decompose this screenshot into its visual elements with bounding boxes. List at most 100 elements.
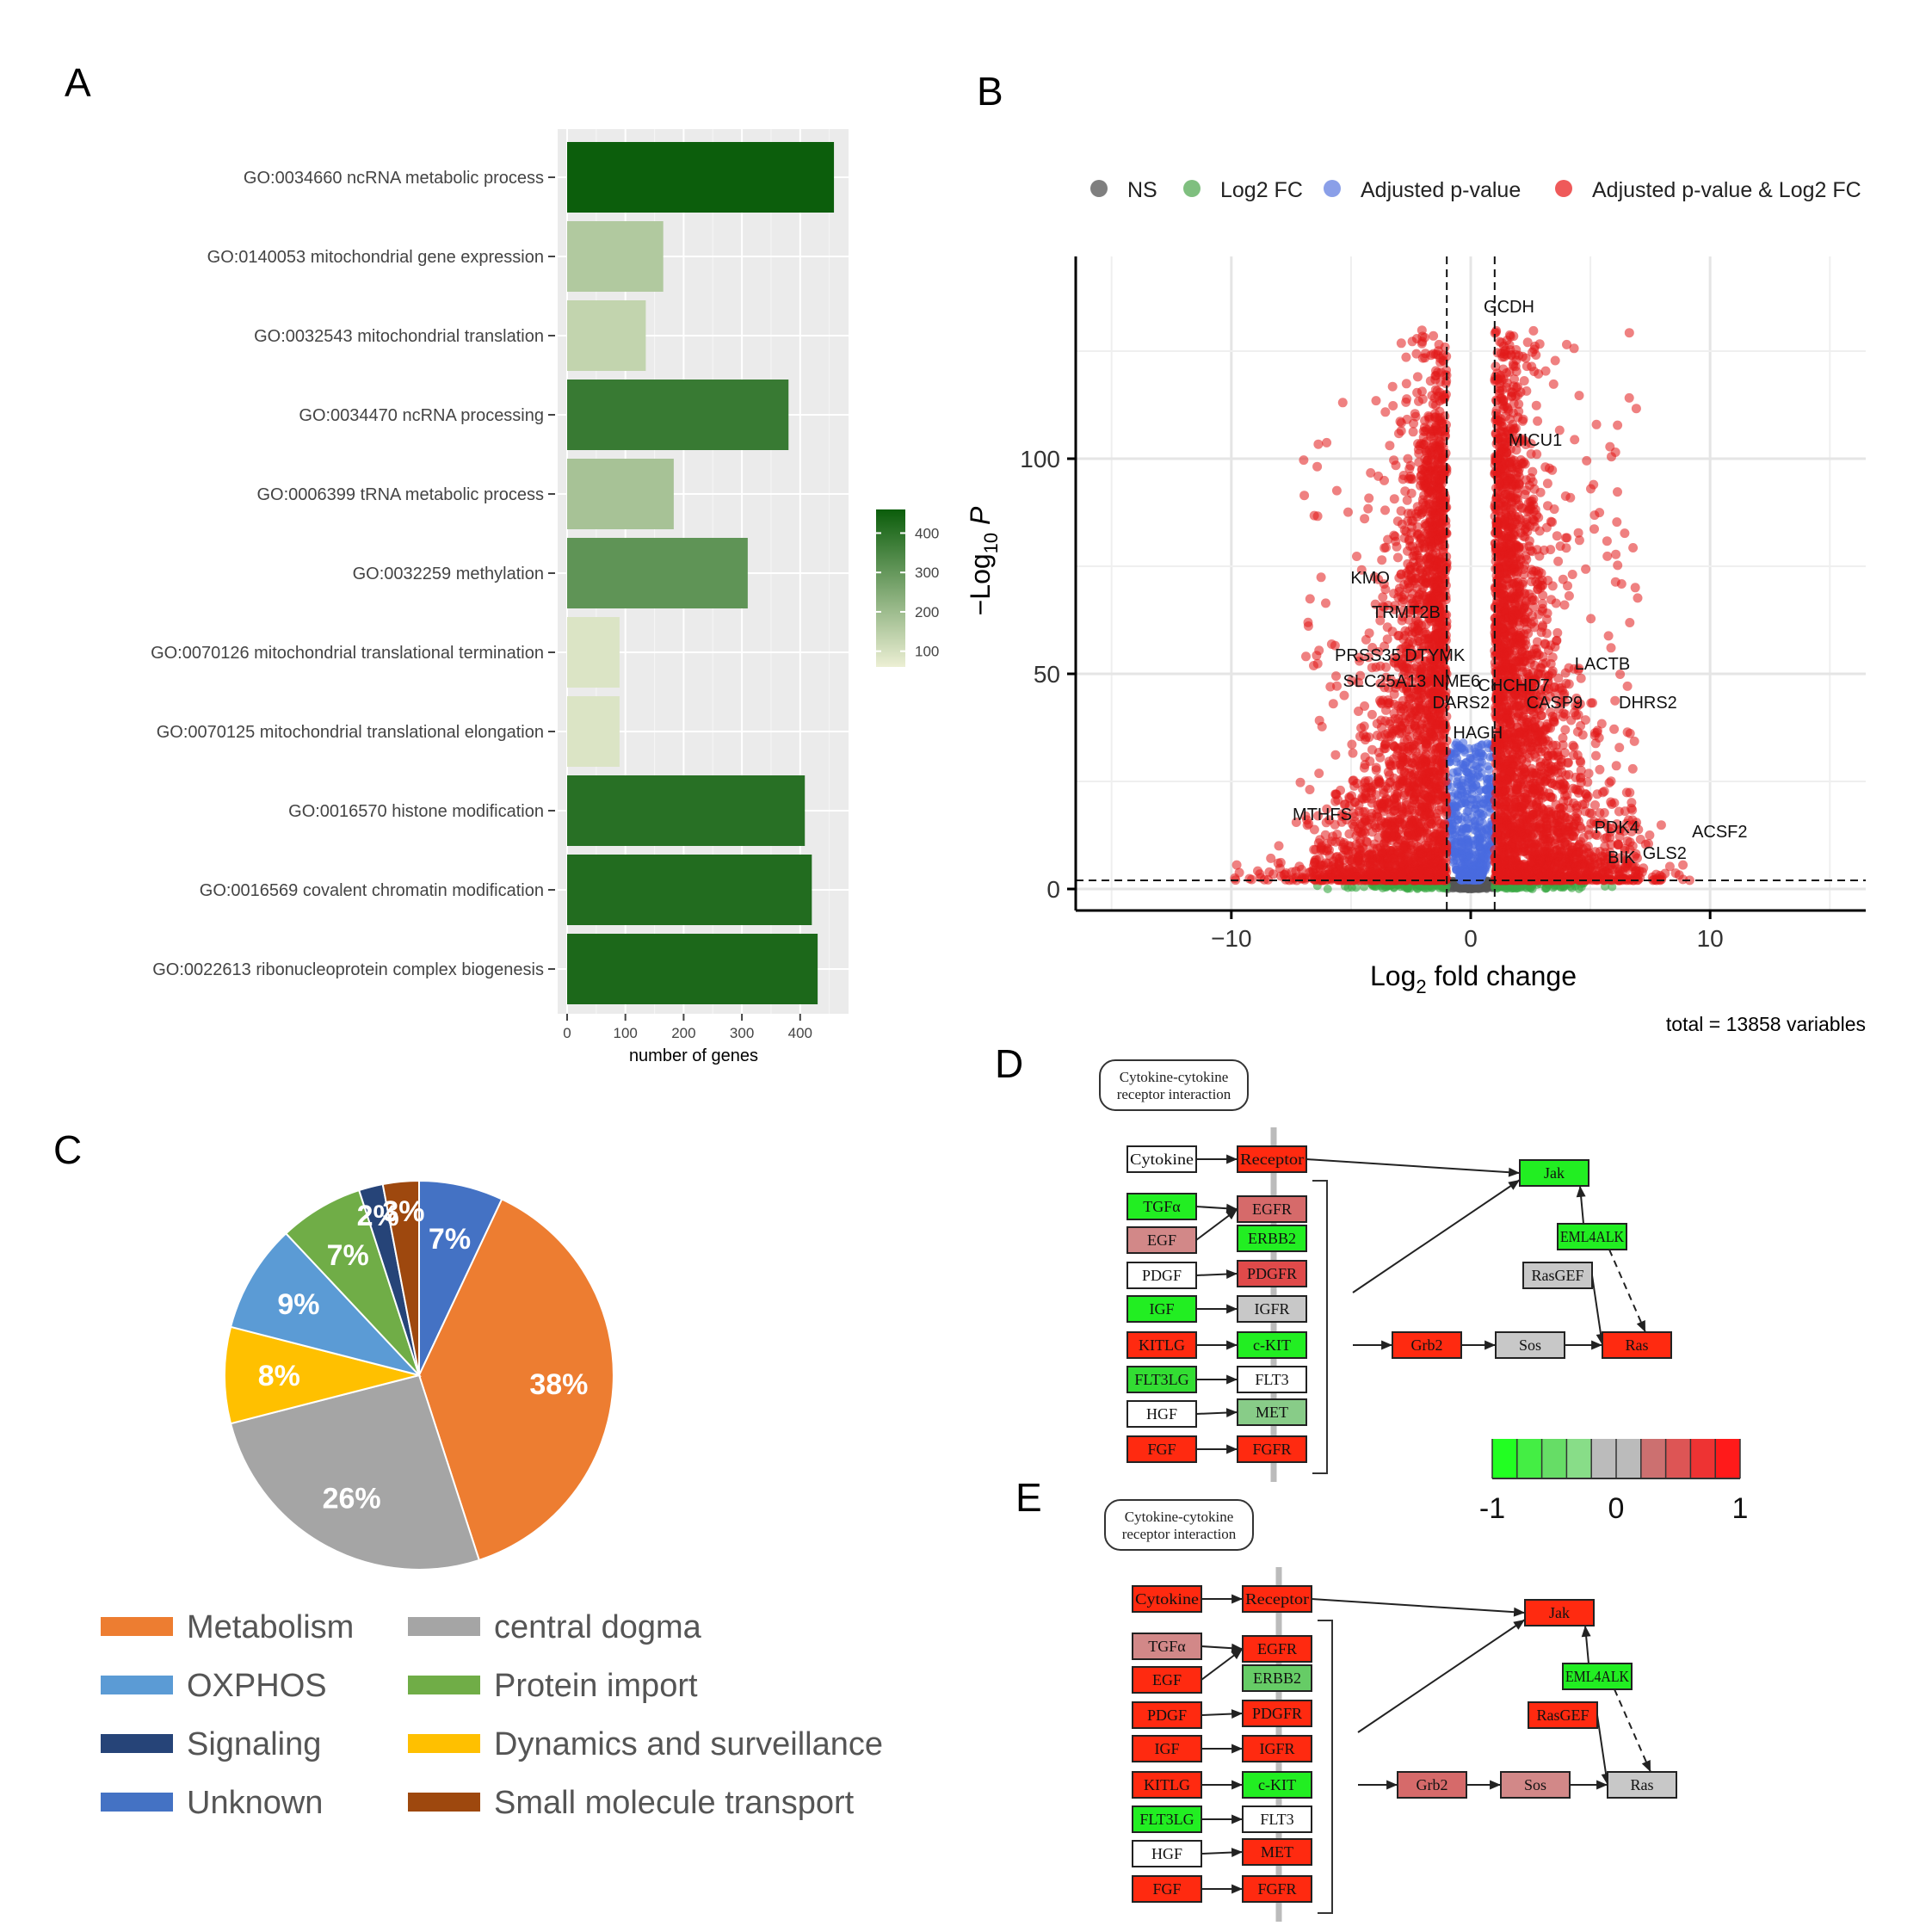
data-point [1514,406,1524,417]
data-point [1354,652,1364,663]
x-axis-label: number of genes [629,1046,758,1065]
data-point [1540,366,1551,376]
data-point [1468,766,1478,775]
data-point [1626,798,1637,808]
category-label: GO:0032543 mitochondrial translation [254,327,544,346]
data-point [1478,740,1487,750]
data-point [1566,715,1577,725]
data-point [1540,462,1551,472]
data-point [1370,599,1380,609]
data-point [1539,545,1549,555]
data-point [1337,398,1348,408]
data-point [1603,631,1614,641]
data-point [1629,736,1639,746]
legend-marker [1555,180,1572,197]
panel-label-b: B [977,69,1003,114]
data-point [1326,639,1336,649]
data-point [1552,531,1562,541]
data-point [1542,478,1552,489]
data-point [1478,827,1487,836]
data-point [1606,643,1616,653]
bar [567,300,646,371]
data-point [1611,761,1621,771]
data-point [1412,387,1423,398]
data-point [1300,811,1311,821]
data-point [1230,873,1240,883]
data-point [1611,549,1621,559]
data-point [1590,800,1600,810]
data-point [1624,392,1634,403]
data-point [1378,592,1388,602]
data-point [1635,834,1645,844]
data-point [1591,419,1602,429]
data-point [1583,768,1594,779]
data-point [1574,535,1584,546]
data-point [1606,776,1616,787]
panel-a-bar-chart: GO:0034660 ncRNA metabolic processGO:014… [151,129,939,1065]
data-point [1448,830,1458,839]
bar [567,380,789,450]
data-point [1429,330,1439,341]
data-point [1534,369,1544,379]
data-point [1402,414,1412,424]
data-point [1613,487,1622,497]
data-point [1491,361,1501,372]
data-point [1322,804,1332,814]
data-point [1367,709,1377,719]
data-point [1477,846,1486,855]
bar [567,459,674,529]
data-point [1555,541,1565,552]
data-point [1332,681,1342,691]
data-point [1305,594,1315,604]
data-point [1387,381,1398,392]
x-tick-label: 400 [788,1025,812,1041]
data-point [1503,404,1513,414]
data-point [1314,768,1324,779]
bar [567,142,835,213]
data-point [1385,441,1395,451]
data-point [1559,600,1570,610]
points [1230,325,1694,893]
data-point [1356,565,1367,575]
data-point [1482,786,1491,795]
data-point [1472,781,1481,790]
data-point [1412,372,1423,382]
bar [567,855,812,925]
data-point [1574,391,1584,401]
legend-label: Log2 FC [1220,178,1303,202]
data-point [1461,826,1471,836]
data-point [1396,338,1406,349]
data-point [1470,744,1479,753]
data-point [1478,838,1487,848]
data-point [1435,818,1446,829]
data-point [1304,818,1314,829]
data-point [1607,452,1616,462]
data-point [1454,849,1464,858]
data-point [1366,468,1376,478]
category-label: GO:0140053 mitochondrial gene expression [207,248,544,267]
x-tick-label: 100 [614,1025,638,1041]
data-point [1380,407,1391,417]
data-point [1363,652,1373,663]
data-point [1313,811,1323,821]
x-tick-labels: 0 100 200 300 400 [563,1014,812,1041]
data-point [1476,867,1485,876]
data-point [1576,673,1586,683]
data-point [1303,617,1313,627]
data-point [1438,356,1448,367]
data-point [1389,494,1399,504]
data-point [1454,812,1463,821]
data-point [1490,328,1500,338]
panel-label-a: A [65,60,91,105]
data-point [1371,762,1381,773]
data-point [1331,485,1342,496]
data-point [1461,767,1471,776]
data-point [1630,583,1640,593]
category-labels: GO:0034660 ncRNA metabolic processGO:014… [151,169,555,979]
data-point [1625,618,1635,627]
data-point [1548,379,1559,389]
category-label: GO:0034470 ncRNA processing [299,406,544,425]
data-point [1360,806,1370,817]
data-point [1484,765,1494,775]
